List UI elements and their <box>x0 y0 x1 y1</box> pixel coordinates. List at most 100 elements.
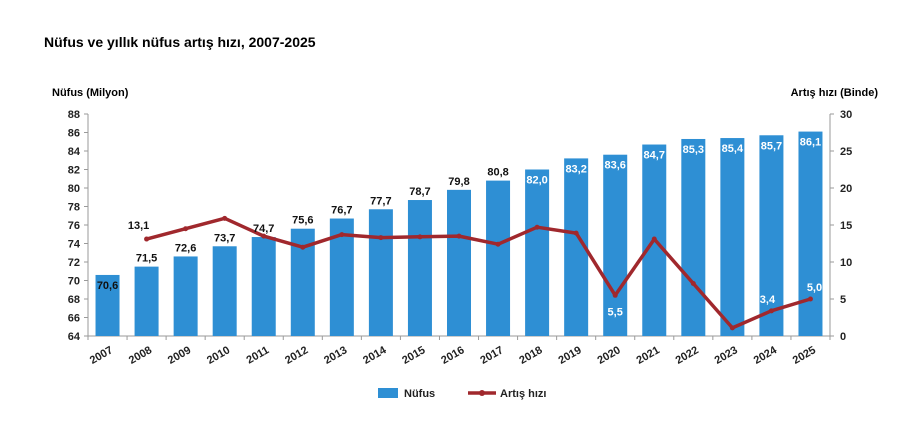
y-tick-label-right: 20 <box>840 183 852 195</box>
line-point-artis-hizi <box>222 215 228 221</box>
bar-series <box>95 131 823 336</box>
line-point-artis-hizi <box>300 244 306 250</box>
line-value-label: 13,1 <box>128 220 149 232</box>
data-labels: 70,6 71,5 72,6 73,7 74,7 75,6 76,7 77,7 78,7 79,8… <box>97 137 822 319</box>
x-tick-label: 2021 <box>635 344 662 367</box>
x-tick-label: 2015 <box>400 344 427 367</box>
bar-nufus <box>720 138 745 336</box>
y-tick-label-left: 64 <box>68 331 81 343</box>
line-point-artis-hizi <box>183 226 189 232</box>
bar-value-label: 77,7 <box>370 195 391 207</box>
line-value-label: 3,4 <box>760 294 776 306</box>
y-tick-label-right: 5 <box>840 294 846 306</box>
bar-value-label: 82,0 <box>526 175 547 187</box>
legend-marker-artis-hizi <box>479 390 485 396</box>
bar-nufus <box>407 200 432 336</box>
bar-value-label: 83,2 <box>565 163 586 175</box>
bar-value-label: 85,4 <box>722 143 744 155</box>
x-tick-label: 2025 <box>791 344 818 367</box>
y-axis-left-label: Nüfus (Milyon) <box>52 87 129 99</box>
y-axis-right-label: Artış hızı (Binde) <box>790 87 878 99</box>
legend-label-nufus: Nüfus <box>404 388 435 400</box>
bar-nufus <box>447 189 471 336</box>
line-point-artis-hizi <box>339 232 345 238</box>
line-point-artis-hizi <box>495 241 501 247</box>
bar-nufus <box>173 256 198 336</box>
y-tick-label-left: 74 <box>68 239 81 251</box>
x-tick-label: 2018 <box>517 344 544 367</box>
bar-value-label: 74,7 <box>253 223 274 235</box>
bar-nufus <box>212 246 237 336</box>
bar-nufus <box>681 138 706 336</box>
x-tick-label: 2008 <box>127 344 154 367</box>
line-value-label: 5,0 <box>807 282 822 294</box>
x-tick-label: 2022 <box>674 344 701 367</box>
bar-nufus <box>603 154 628 336</box>
y-tick-label-left: 70 <box>68 276 80 288</box>
line-point-artis-hizi <box>729 325 735 331</box>
line-point-artis-hizi <box>573 230 579 236</box>
line-value-label: 5,5 <box>608 306 623 318</box>
x-tick-label: 2013 <box>322 344 349 367</box>
x-tick-label: 2012 <box>283 344 310 367</box>
legend-swatch-nufus <box>378 388 398 398</box>
bar-value-label: 75,6 <box>292 215 313 227</box>
bar-value-label: 73,7 <box>214 232 235 244</box>
bar-nufus <box>759 135 784 336</box>
line-point-artis-hizi <box>456 233 462 239</box>
line-point-artis-hizi <box>612 292 618 298</box>
x-tick-label: 2017 <box>478 344 505 367</box>
line-point-artis-hizi <box>261 233 267 239</box>
x-tick-label: 2020 <box>596 344 623 367</box>
line-point-artis-hizi <box>144 236 150 242</box>
bar-nufus <box>134 266 159 336</box>
y-tick-label-left: 86 <box>68 128 80 140</box>
y-tick-label-left: 68 <box>68 294 80 306</box>
y-tick-label-right: 25 <box>840 146 852 158</box>
bar-value-label: 76,7 <box>331 205 352 217</box>
x-tick-label: 2019 <box>556 344 583 367</box>
bar-value-label: 78,7 <box>409 186 430 198</box>
line-artis-hizi <box>144 216 813 330</box>
bar-nufus <box>368 209 393 336</box>
y-tick-label-right: 10 <box>840 257 852 269</box>
bar-nufus <box>251 237 276 336</box>
y-tick-label-left: 84 <box>68 146 81 158</box>
bar-nufus <box>525 169 550 336</box>
y-tick-label-left: 72 <box>68 257 80 269</box>
y-tick-label-left: 88 <box>68 109 80 121</box>
line-series <box>144 215 813 331</box>
bar-value-label: 79,8 <box>448 176 469 188</box>
bar-value-label: 85,3 <box>683 144 704 156</box>
bar-value-label: 71,5 <box>136 253 157 265</box>
bar-value-label: 70,6 <box>97 280 118 292</box>
line-point-artis-hizi <box>534 224 540 230</box>
line-point-artis-hizi <box>690 280 696 286</box>
legend-label-artis-hizi: Artış hızı <box>500 388 546 400</box>
x-tick-label: 2024 <box>752 344 780 367</box>
y-tick-label-left: 66 <box>68 313 80 325</box>
y-tick-label-left: 76 <box>68 220 80 232</box>
x-tick-label: 2016 <box>439 344 466 367</box>
bar-value-label: 83,6 <box>604 160 625 172</box>
y-tick-label-left: 80 <box>68 183 80 195</box>
line-point-artis-hizi <box>768 308 774 314</box>
chart-title: Nüfus ve yıllık nüfus artış hızı, 2007-2… <box>44 34 316 50</box>
x-tick-label: 2014 <box>361 344 389 367</box>
bar-nufus <box>95 274 120 336</box>
line-point-artis-hizi <box>378 235 384 241</box>
y-tick-label-right: 30 <box>840 109 852 121</box>
line-point-artis-hizi <box>417 234 423 240</box>
y-tick-label-right: 0 <box>840 331 846 343</box>
line-point-artis-hizi <box>651 236 657 242</box>
x-tick-label: 2009 <box>166 344 193 367</box>
x-tick-label: 2011 <box>245 344 272 366</box>
bar-value-label: 85,7 <box>761 140 782 152</box>
bar-value-label: 80,8 <box>487 167 508 179</box>
x-tick-label: 2007 <box>88 344 115 367</box>
bar-value-label: 86,1 <box>800 137 821 149</box>
y-tick-label-left: 78 <box>68 202 80 214</box>
bar-value-label: 84,7 <box>644 150 665 162</box>
bar-value-label: 72,6 <box>175 242 196 254</box>
y-tick-label-right: 15 <box>840 220 852 232</box>
